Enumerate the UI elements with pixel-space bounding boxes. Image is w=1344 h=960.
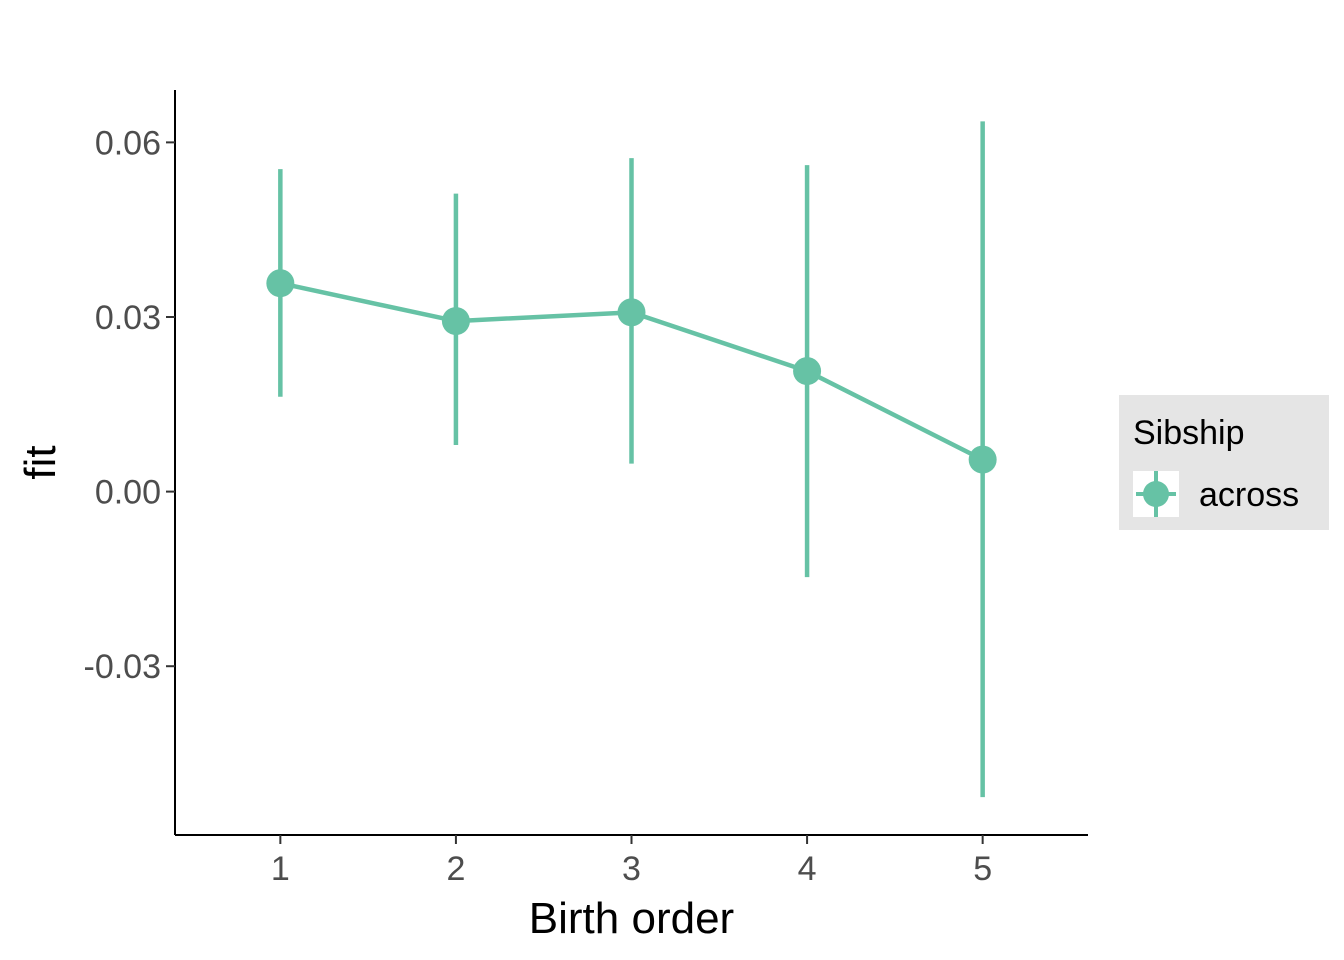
- x-tick-label: 4: [798, 850, 817, 888]
- legend-items: across: [1133, 471, 1299, 517]
- x-tick-label: 5: [973, 850, 992, 888]
- x-tick-label: 1: [271, 850, 290, 888]
- y-tick-label: 0.06: [95, 124, 161, 162]
- y-tick-label: -0.03: [84, 648, 162, 686]
- y-ticks: -0.03 0.00 0.03 0.06: [84, 124, 175, 686]
- legend-key-point: [1143, 481, 1169, 507]
- data-point: [441, 307, 470, 336]
- legend-label: across: [1199, 476, 1299, 514]
- y-tick-label: 0.03: [95, 299, 161, 337]
- data-point: [617, 298, 646, 327]
- y-tick-label: 0.00: [95, 474, 161, 512]
- legend: Sibship across: [1119, 395, 1329, 530]
- plot-area: [266, 121, 997, 798]
- data-point: [266, 269, 295, 298]
- x-tick-label: 2: [446, 850, 465, 888]
- y-axis-title: fit: [16, 445, 65, 479]
- x-tick-label: 3: [622, 850, 641, 888]
- legend-title: Sibship: [1133, 414, 1245, 452]
- data-point: [793, 357, 822, 386]
- data-point: [968, 445, 997, 474]
- axes: 1 2 3 4 5 -0.03 0.00 0.03 0.06: [84, 90, 1088, 888]
- x-axis-title: Birth order: [529, 894, 734, 943]
- x-ticks: 1 2 3 4 5: [271, 835, 992, 888]
